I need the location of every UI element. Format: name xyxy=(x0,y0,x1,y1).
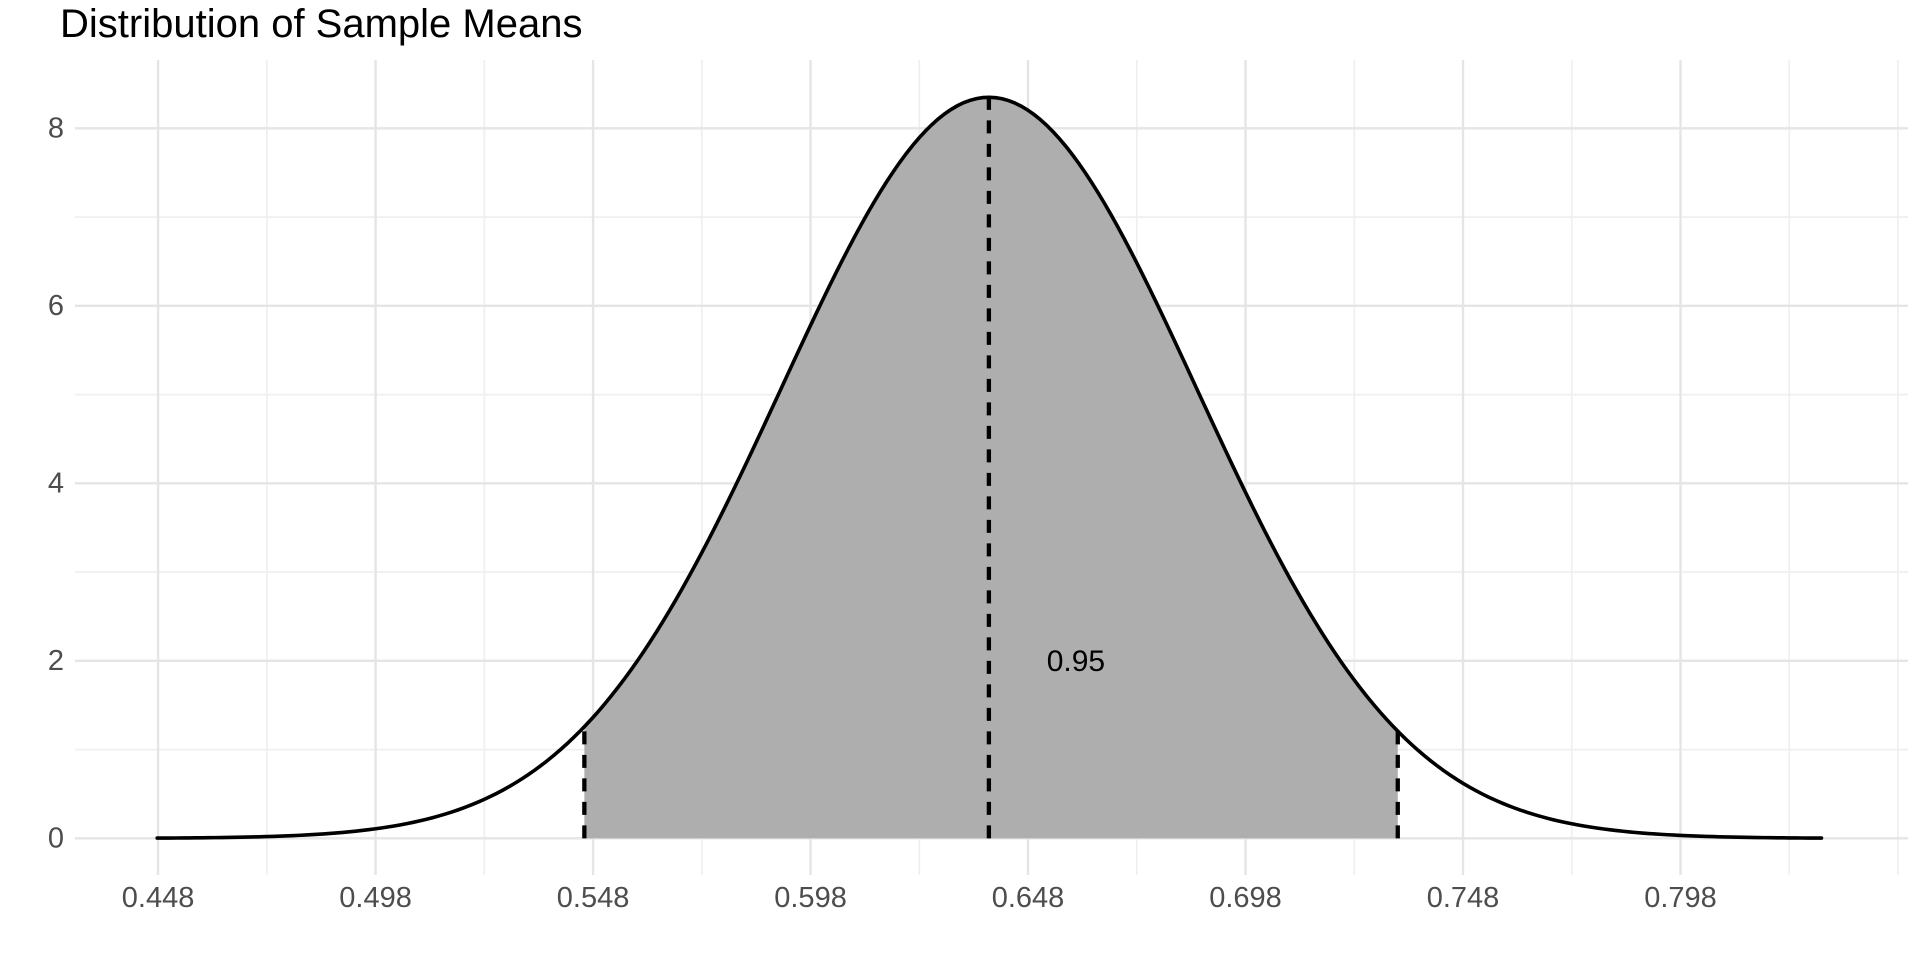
x-tick-label: 0.448 xyxy=(122,882,195,914)
x-tick-label: 0.798 xyxy=(1644,882,1717,914)
y-tick-label: 2 xyxy=(48,645,64,677)
x-tick-label: 0.548 xyxy=(557,882,630,914)
x-tick-label: 0.648 xyxy=(992,882,1065,914)
ci-shaded-area xyxy=(584,97,1398,839)
chart-title: Distribution of Sample Means xyxy=(60,2,583,46)
y-tick-label: 8 xyxy=(48,112,64,144)
y-tick-label: 4 xyxy=(48,467,64,499)
y-tick-label: 0 xyxy=(48,822,64,854)
ci-level-label: 0.95 xyxy=(1047,645,1105,678)
x-tick-label: 0.698 xyxy=(1209,882,1282,914)
y-tick-label: 6 xyxy=(48,290,64,322)
x-tick-label: 0.748 xyxy=(1427,882,1500,914)
x-tick-label: 0.498 xyxy=(339,882,412,914)
x-tick-label: 0.598 xyxy=(774,882,847,914)
